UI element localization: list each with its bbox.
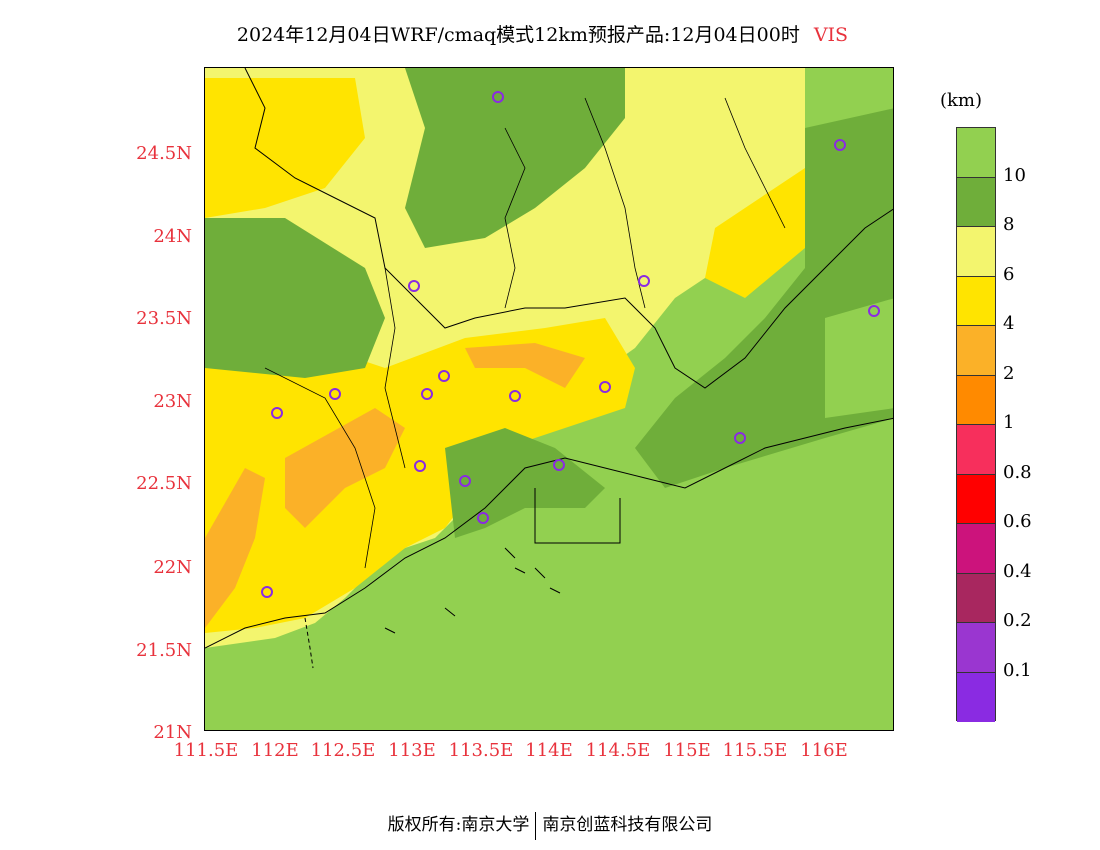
visibility-map [205,68,893,730]
legend-label: 10 [1003,164,1026,186]
station-marker [271,407,283,419]
x-tick-label: 116E [800,740,848,761]
x-tick-label: 112E [251,740,299,761]
y-tick-label: 21.5N [136,640,192,661]
station-marker [599,381,611,393]
islands-outline [384,547,561,634]
legend-label: 0.2 [1003,610,1032,631]
x-tick-label: 112.5E [310,740,376,761]
green-coast [445,428,605,538]
legend-label: 0.4 [1003,560,1032,582]
x-tick-label: 114E [525,740,573,761]
y-tick-label: 22.5N [136,473,192,494]
legend-swatch [957,425,995,475]
county-boundary-1 [384,267,406,469]
station-marker [638,275,650,287]
legend-swatch [957,524,995,574]
x-tick-label: 115E [663,740,711,761]
land-yellow-central [205,318,635,633]
station-marker [734,432,746,444]
station-marker [261,586,273,598]
station-marker [492,91,504,103]
county-boundary-4 [724,97,786,229]
legend-label: 0.6 [1003,511,1032,532]
x-tick-label: 115.5E [722,740,788,761]
legend-label: 1 [1003,412,1015,433]
legend-swatch [957,474,995,524]
legend-label: 0.1 [1003,659,1032,681]
station-marker [553,459,565,471]
county-boundary-2 [504,127,526,309]
y-tick-label: 24N [153,226,192,247]
copyright-footer: 版权所有:南京大学 南京创蓝科技有限公司 [0,810,1100,840]
station-marker [329,388,341,400]
y-tick-label: 23N [153,391,192,412]
legend-label: 6 [1003,263,1015,285]
legend-label: 0.8 [1003,461,1032,483]
footer-right: 南京创蓝科技有限公司 [542,815,713,835]
x-tick-label: 113.5E [448,740,514,761]
coastline [205,417,893,649]
land-orange-central [285,408,405,528]
legend-swatch [957,276,995,326]
station-marker [868,305,880,317]
station-marker [477,512,489,524]
land-orange-west [205,468,265,628]
county-boundary-5 [264,367,376,569]
station-marker [509,390,521,402]
legend-swatch [957,623,995,673]
footer-left: 版权所有:南京大学 [387,815,530,835]
dashed-boundary [304,617,314,669]
legend-swatch [957,672,995,722]
land-yellow-north [205,78,365,218]
legend-label: 2 [1003,362,1015,384]
station-marker [459,475,471,487]
footer-separator [535,811,537,840]
legend-units: (km) [940,90,983,111]
legend-swatch [957,573,995,623]
x-tick-label: 113E [388,740,436,761]
legend-swatch [957,177,995,227]
legend-swatch [957,227,995,277]
land-orange-north [465,343,585,388]
color-legend [956,127,996,722]
legend-swatch [957,128,995,178]
station-marker [414,460,426,472]
station-marker [438,370,450,382]
station-marker [834,139,846,151]
legend-label: 4 [1003,313,1015,334]
chart-title: 2024年12月04日WRF/cmaq模式12km预报产品:12月04日00时 V… [0,20,1085,47]
x-tick-label: 114.5E [585,740,651,761]
station-markers [261,91,880,598]
land-light-green-east [825,298,893,418]
station-marker [421,388,433,400]
y-tick-label: 23.5N [136,308,192,329]
green-band-north [405,68,625,248]
province-boundary [244,68,893,389]
bay-outline [534,488,621,544]
y-tick-label: 24.5N [136,143,192,164]
green-band-west [205,218,385,378]
y-tick-label: 21N [153,722,192,743]
land-yellow-east [705,168,805,298]
legend-swatch [957,326,995,376]
y-tick-label: 22N [153,557,192,578]
x-tick-label: 111.5E [173,740,239,761]
legend-label: 8 [1003,214,1015,235]
legend-swatch [957,375,995,425]
title-main: 2024年12月04日WRF/cmaq模式12km预报产品:12月04日00时 [236,24,800,46]
station-marker [408,280,420,292]
title-variable: VIS [813,24,849,46]
map-panel [204,67,894,731]
